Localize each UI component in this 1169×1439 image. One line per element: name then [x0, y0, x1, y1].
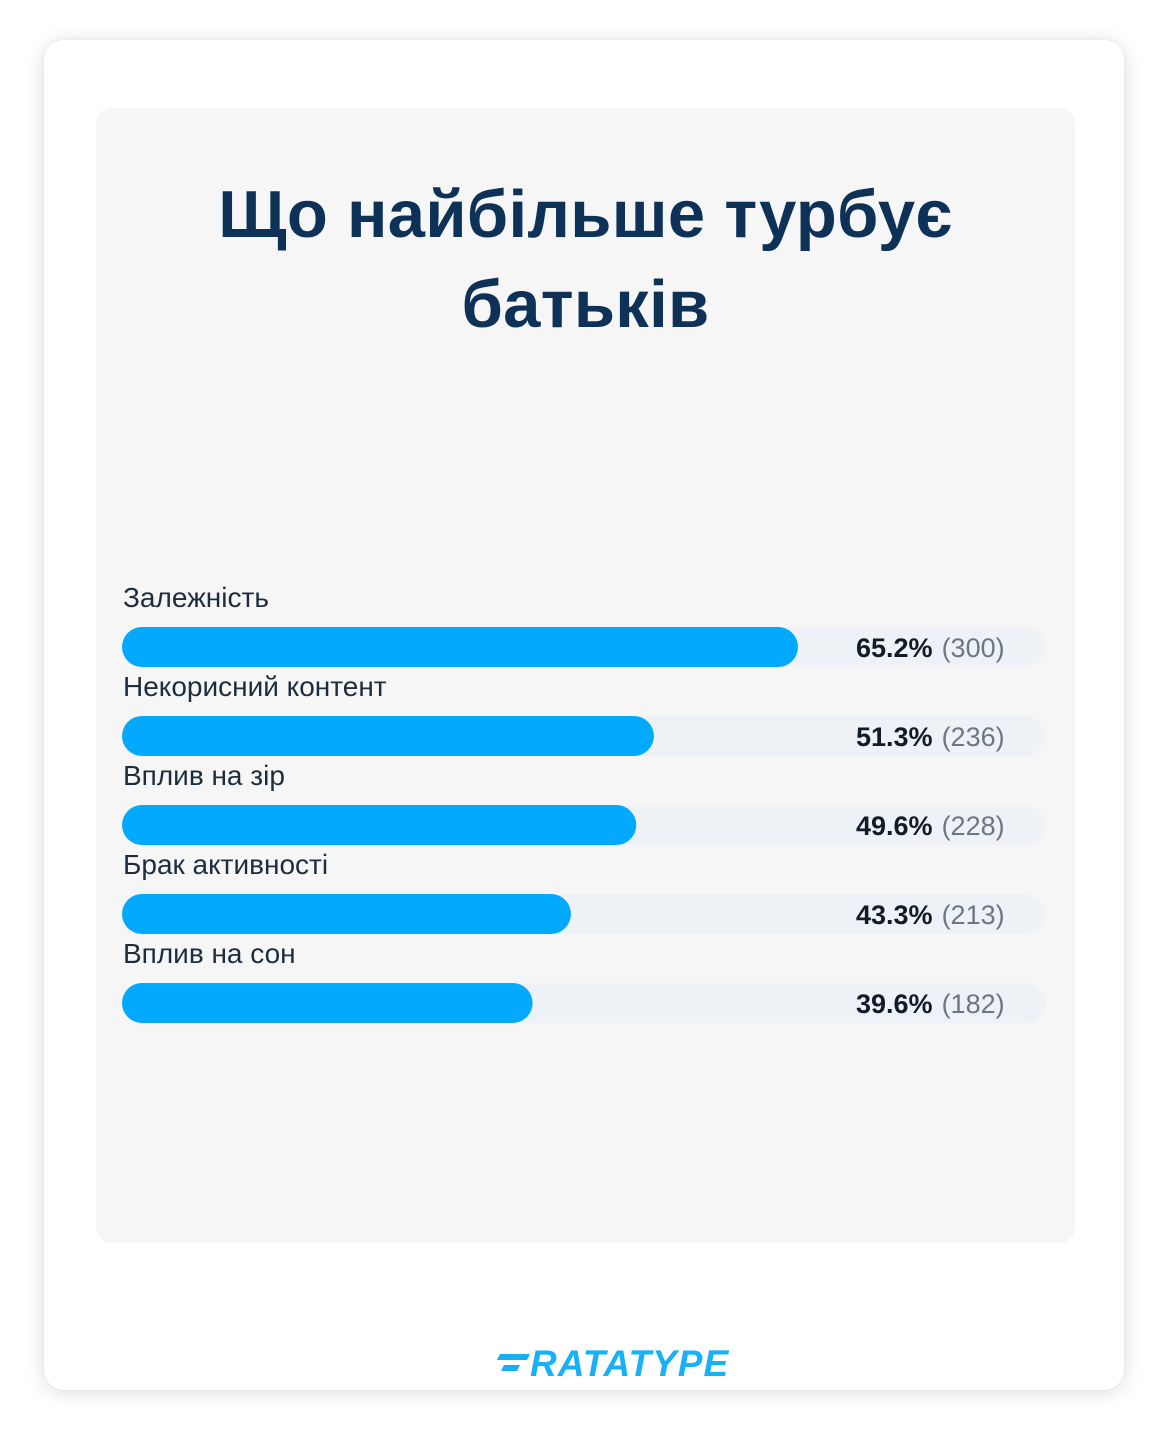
bar-chart-svg: Залежність 65.2% (300) Некорисний контент 51…	[122, 582, 1045, 1023]
value-label: 43.3%	[856, 900, 933, 930]
logo-speed-lines-icon	[497, 1354, 530, 1371]
count-label: (236)	[942, 722, 1005, 752]
bar-row: Вплив на сон 39.6% (182)	[122, 938, 1045, 1023]
count-label: (300)	[942, 633, 1005, 663]
chart-panel: Що найбільше турбує батьків Залежність 65…	[96, 108, 1075, 1243]
category-label: Брак активності	[123, 849, 328, 880]
value-label: 51.3%	[856, 722, 933, 752]
logo-text: RATATYPE	[530, 1343, 730, 1384]
category-label: Вплив на зір	[123, 760, 285, 791]
bar	[122, 983, 533, 1023]
bar-row: Вплив на зір 49.6% (228)	[122, 760, 1045, 845]
bar-row: Залежність 65.2% (300)	[122, 582, 1045, 667]
bar	[122, 894, 571, 934]
bar-chart: Залежність 65.2% (300) Некорисний контент 51…	[122, 482, 1046, 1023]
value-label: 65.2%	[856, 633, 933, 663]
bar	[122, 716, 654, 756]
count-label: (182)	[942, 989, 1005, 1019]
count-label: (228)	[942, 811, 1005, 841]
chart-title: Що найбільше турбує батьків	[218, 177, 953, 342]
bar	[122, 805, 637, 845]
value-label: 49.6%	[856, 811, 933, 841]
value-label: 39.6%	[856, 989, 933, 1019]
category-label: Вплив на сон	[123, 938, 296, 969]
category-label: Залежність	[123, 582, 269, 613]
card: Що найбільше турбує батьків Залежність 65…	[44, 40, 1124, 1390]
bar	[122, 627, 798, 667]
category-label: Некорисний контент	[123, 671, 387, 702]
bar-row: Некорисний контент 51.3% (236)	[122, 671, 1045, 756]
count-label: (213)	[942, 900, 1005, 930]
ratatype-logo: RATATYPE	[496, 1344, 729, 1384]
bar-row: Брак активності 43.3% (213)	[122, 849, 1045, 934]
